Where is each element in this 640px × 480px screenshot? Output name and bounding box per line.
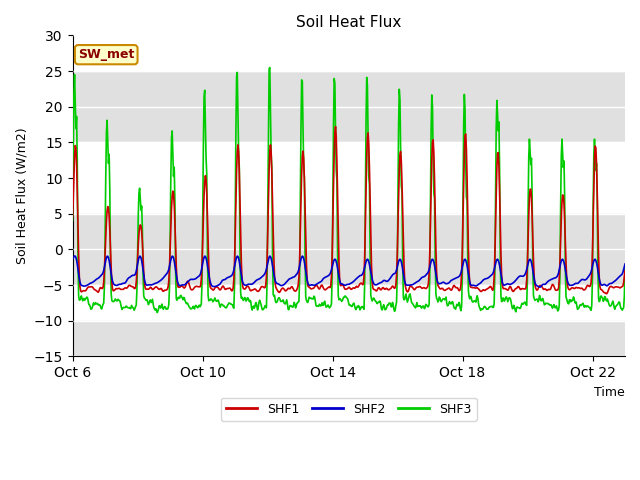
Line: SHF1: SHF1	[72, 127, 625, 294]
SHF1	[132, 284, 140, 290]
SHF1	[332, 124, 339, 130]
SHF3	[266, 65, 274, 71]
SHF1	[621, 267, 629, 273]
SHF1	[402, 287, 410, 292]
Bar	[72, 214, 625, 285]
SHF2	[492, 261, 499, 266]
Title: Soil Heat Flux: Soil Heat Flux	[296, 15, 401, 30]
SHF3	[132, 304, 140, 310]
SHF1	[492, 223, 499, 228]
Bar	[72, 143, 625, 214]
SHF3	[143, 297, 151, 303]
Legend: SHF1, SHF2, SHF3: SHF1, SHF2, SHF3	[221, 398, 477, 420]
Bar	[72, 285, 625, 321]
SHF2	[536, 284, 543, 290]
SHF2	[71, 253, 79, 259]
SHF3	[154, 310, 161, 315]
X-axis label: Time: Time	[595, 385, 625, 398]
Text: SW_met: SW_met	[78, 48, 134, 61]
SHF3	[181, 298, 189, 304]
SHF3	[621, 264, 629, 270]
SHF1	[180, 285, 188, 291]
Y-axis label: Soil Heat Flux (W/m2): Soil Heat Flux (W/m2)	[15, 128, 28, 264]
SHF2	[181, 282, 189, 288]
SHF2	[144, 282, 152, 288]
Bar	[72, 36, 625, 71]
SHF2	[402, 282, 410, 288]
SHF1	[143, 286, 151, 292]
SHF3	[68, 217, 76, 223]
SHF2	[355, 273, 363, 279]
SHF1	[603, 291, 611, 297]
SHF1	[355, 282, 363, 288]
Bar	[72, 321, 625, 356]
SHF3	[403, 296, 411, 301]
SHF2	[621, 261, 629, 267]
SHF3	[492, 125, 500, 131]
Line: SHF3: SHF3	[72, 68, 625, 312]
SHF2	[68, 256, 76, 262]
Bar	[72, 71, 625, 143]
SHF1	[68, 215, 76, 221]
Line: SHF2: SHF2	[72, 256, 625, 287]
SHF3	[356, 307, 364, 313]
SHF2	[132, 268, 140, 274]
